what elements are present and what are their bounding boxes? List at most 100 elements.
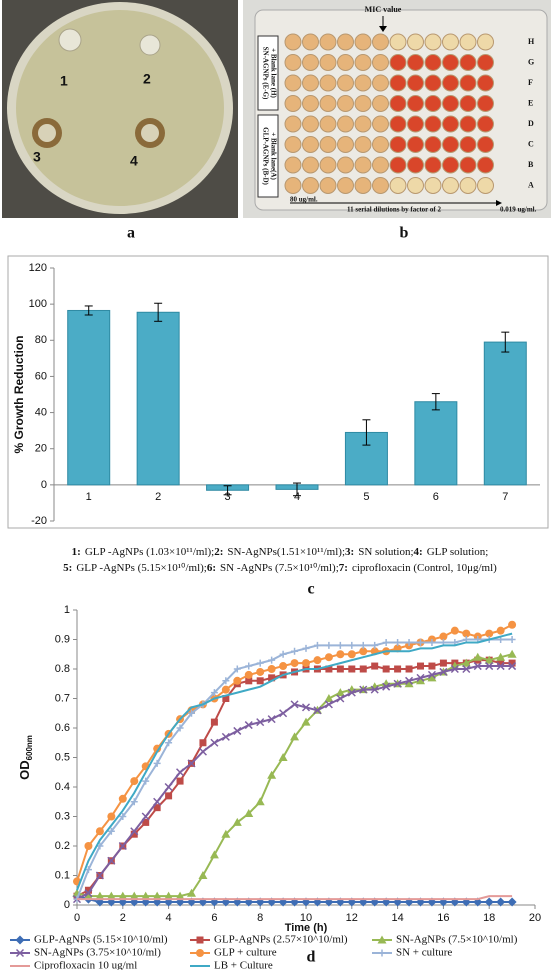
caption-key: 3: <box>345 546 354 558</box>
y-label-sub: 600nm <box>25 735 34 760</box>
well <box>442 136 459 153</box>
marker <box>278 753 288 761</box>
marker <box>371 641 379 649</box>
well-label: 2 <box>143 71 151 87</box>
marker <box>347 650 356 659</box>
marker <box>484 655 494 664</box>
marker <box>336 694 345 703</box>
marker <box>404 679 414 688</box>
well <box>442 74 459 92</box>
marker <box>393 679 402 688</box>
marker <box>359 641 367 649</box>
marker <box>348 641 356 649</box>
marker <box>382 638 390 646</box>
marker <box>394 665 402 673</box>
well <box>459 156 477 174</box>
marker <box>335 688 345 697</box>
marker <box>176 777 184 785</box>
caption-text: ciprofloxacin (Control, 10μg/ml) <box>352 562 497 574</box>
marker <box>84 886 92 894</box>
well <box>459 136 477 153</box>
bar <box>414 401 458 486</box>
panel-label: a <box>127 225 135 242</box>
well <box>302 156 319 174</box>
marker <box>378 949 386 957</box>
marker <box>347 688 356 697</box>
marker <box>439 659 447 667</box>
caption-text: SN-AgNPs(1.51×10¹¹/ml); <box>227 546 345 558</box>
x-tick-label: 0 <box>74 912 80 924</box>
well <box>459 177 477 194</box>
well <box>141 124 159 142</box>
marker <box>118 891 128 900</box>
well <box>459 95 477 112</box>
marker <box>232 817 242 826</box>
marker <box>130 777 139 786</box>
marker <box>153 804 161 812</box>
side-label: + Blank lane (H) <box>269 48 277 98</box>
y-tick-label: 0.9 <box>55 633 70 645</box>
well <box>284 54 302 71</box>
marker <box>302 644 310 652</box>
marker <box>83 891 93 900</box>
marker <box>176 724 184 732</box>
well <box>319 177 337 194</box>
marker <box>221 829 231 838</box>
y-tick-label: 0.3 <box>55 810 70 822</box>
marker <box>496 662 505 671</box>
dish-agar <box>16 10 224 206</box>
marker <box>175 891 185 900</box>
bar <box>483 341 527 486</box>
marker <box>336 665 344 673</box>
marker <box>324 694 334 702</box>
x-tick-label: 4 <box>166 912 172 924</box>
series-line <box>76 632 513 891</box>
side-label: + Blank lane(A) <box>269 132 277 180</box>
marker <box>210 689 218 697</box>
marker <box>370 685 379 694</box>
well <box>389 136 407 153</box>
legend-label: SN + culture <box>396 947 452 959</box>
well-label: 3 <box>33 149 41 165</box>
marker <box>417 638 424 646</box>
marker <box>118 794 127 803</box>
side-label: SN-AGNPs (E-G) <box>261 47 269 100</box>
y-tick-label: 120 <box>29 262 47 274</box>
marker <box>336 650 345 659</box>
well <box>442 115 459 133</box>
marker <box>176 768 185 777</box>
row-label: E <box>528 98 533 107</box>
marker <box>222 695 230 702</box>
marker <box>244 721 253 730</box>
well <box>407 177 424 194</box>
marker <box>153 797 162 806</box>
y-tick-label: 80 <box>35 334 47 346</box>
well <box>424 95 442 112</box>
row-label: C <box>528 139 534 148</box>
marker <box>152 891 162 900</box>
marker <box>210 738 219 747</box>
x-tick-label: 3 <box>225 491 231 503</box>
marker <box>462 629 471 638</box>
marker <box>255 797 265 806</box>
marker <box>279 662 288 671</box>
y-tick-label: 0.6 <box>55 722 70 734</box>
series-line <box>77 895 513 901</box>
marker <box>187 888 196 897</box>
marker <box>107 812 116 821</box>
marker <box>95 827 104 836</box>
marker <box>130 827 139 836</box>
well <box>284 177 302 194</box>
marker <box>371 662 379 670</box>
well <box>407 136 424 153</box>
marker <box>107 856 116 865</box>
well <box>389 33 407 51</box>
marker <box>95 871 104 880</box>
marker <box>290 732 300 741</box>
well <box>354 115 372 133</box>
y-tick-label: -20 <box>31 515 47 527</box>
well-grid <box>284 33 494 194</box>
conc-label: 80 ug/ml. <box>290 196 318 204</box>
caption-text: SN -AgNPs (7.5×10¹⁰/ml); <box>220 562 339 574</box>
marker <box>461 658 471 667</box>
